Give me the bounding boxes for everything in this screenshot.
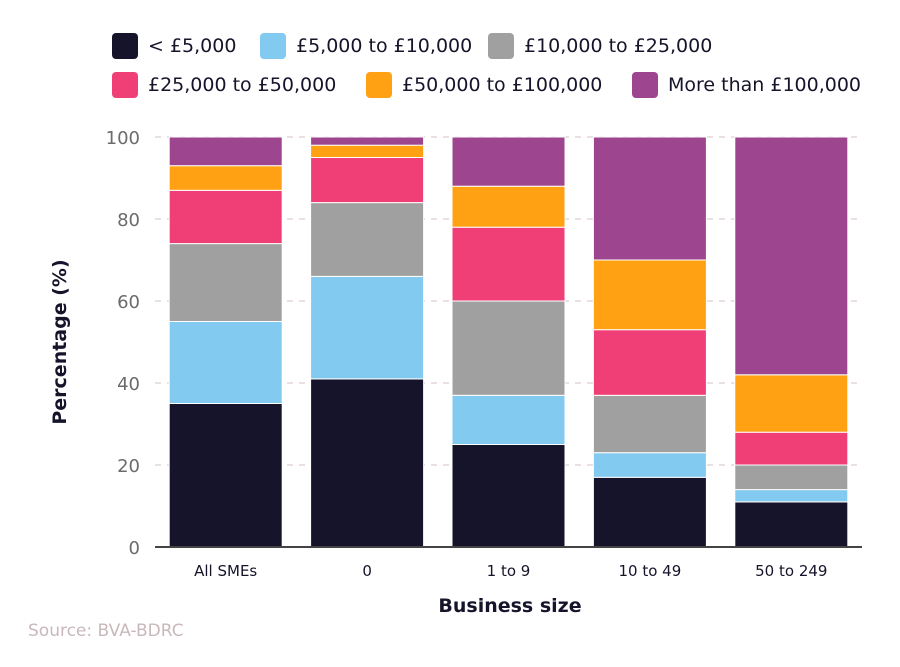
bar-segment <box>734 136 849 376</box>
bar-segment <box>310 157 425 204</box>
x-tick-label: 50 to 249 <box>755 562 827 580</box>
legend-swatch <box>112 72 138 98</box>
bar-segment <box>592 452 707 478</box>
legend-item: £50,000 to £100,000 <box>366 72 602 98</box>
bar-segment <box>451 185 566 228</box>
bar-segment <box>734 374 849 433</box>
y-axis-title: Percentage (%) <box>49 259 71 424</box>
legend-swatch <box>632 72 658 98</box>
bar-segment <box>310 275 425 380</box>
bar-segment <box>168 403 283 548</box>
bar-segment <box>168 243 283 323</box>
x-axis-title: Business size <box>438 595 581 617</box>
legend-item: £5,000 to £10,000 <box>260 33 472 59</box>
y-tick-label: 0 <box>129 538 140 559</box>
bar-segment <box>168 165 283 191</box>
source-note: Source: BVA-BDRC <box>28 621 184 641</box>
legend-label: < £5,000 <box>148 35 237 57</box>
bar-segment <box>734 464 849 491</box>
bar-segment <box>310 378 425 548</box>
legend-swatch <box>112 33 138 59</box>
bar-segment <box>451 226 566 302</box>
bar-segment <box>168 136 283 167</box>
bar-segment <box>168 189 283 245</box>
bar-segment <box>592 259 707 331</box>
legend-swatch <box>366 72 392 98</box>
bar-segment <box>310 202 425 277</box>
y-tick-label: 40 <box>117 374 140 395</box>
legend-item: More than £100,000 <box>632 72 861 98</box>
bar-segment <box>592 476 707 548</box>
bar-segment <box>734 489 849 503</box>
y-tick-label: 20 <box>117 456 140 477</box>
bar-segment <box>592 136 707 261</box>
x-tick-label: 1 to 9 <box>487 562 531 580</box>
bar-segment <box>592 329 707 396</box>
legend-swatch <box>488 33 514 59</box>
legend-label: £50,000 to £100,000 <box>402 74 603 96</box>
x-tick-label: All SMEs <box>194 562 257 580</box>
bar-segment <box>451 394 566 445</box>
bar-segment <box>310 136 425 146</box>
legend-item: £25,000 to £50,000 <box>112 72 336 98</box>
legend-swatch <box>260 33 286 59</box>
legend-item: £10,000 to £25,000 <box>488 33 712 59</box>
bar-segment <box>168 321 283 404</box>
bar-segment <box>592 394 707 454</box>
bar-segment <box>451 444 566 548</box>
legend-item: < £5,000 <box>112 33 236 59</box>
legend-label: £25,000 to £50,000 <box>148 74 337 96</box>
y-tick-label: 100 <box>106 128 140 149</box>
bar-segment <box>310 144 425 158</box>
x-tick-label: 0 <box>362 562 372 580</box>
bar-segment <box>451 300 566 396</box>
bar-segment <box>734 431 849 466</box>
x-tick-label: 10 to 49 <box>619 562 682 580</box>
bar-segment <box>451 136 566 187</box>
y-tick-label: 60 <box>117 292 140 313</box>
legend-label: £5,000 to £10,000 <box>296 35 473 57</box>
legend-label: £10,000 to £25,000 <box>524 35 713 57</box>
y-tick-label: 80 <box>117 210 140 231</box>
legend-label: More than £100,000 <box>668 74 862 96</box>
bar-segment <box>734 501 849 548</box>
